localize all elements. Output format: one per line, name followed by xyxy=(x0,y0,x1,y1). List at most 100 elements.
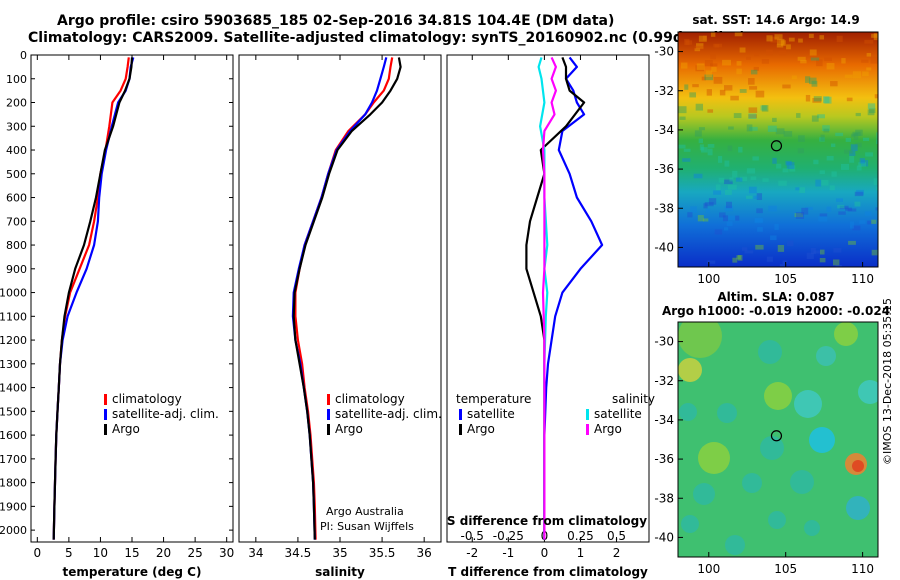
sst-texture-cell xyxy=(796,113,801,118)
depth-tick-label: 700 xyxy=(6,215,27,228)
sst-texture-cell xyxy=(838,211,846,215)
sla-map-ytick-label: -40 xyxy=(654,530,674,544)
depth-tick-label: 1500 xyxy=(0,405,27,418)
depth-tick-label: 1300 xyxy=(0,358,27,371)
sst-texture-cell xyxy=(871,33,878,38)
sst-texture-cell xyxy=(713,43,723,48)
sst-texture-cell xyxy=(744,250,754,254)
difference-legend-t-swatch xyxy=(459,424,462,435)
sst-texture-cell xyxy=(851,133,856,138)
salinity-legend-swatch xyxy=(327,394,330,405)
sst-texture-cell xyxy=(865,152,874,157)
temperature-frame xyxy=(30,54,234,543)
sst-texture-cell xyxy=(845,137,852,142)
depth-tick-label: 1000 xyxy=(0,287,27,300)
temperature-legend-label: satellite-adj. clim. xyxy=(112,407,219,421)
sst-texture-cell xyxy=(798,38,803,43)
sst-texture-cell xyxy=(729,177,734,182)
salinity-legend-label: satellite-adj. clim. xyxy=(335,407,442,421)
sla-eddies xyxy=(678,322,878,555)
depth-axis: 0 100 200 300 400 500 600 700 800 900 1000 1100 1200… xyxy=(0,49,649,537)
sst-texture-cell xyxy=(756,193,763,201)
sst-texture-cell xyxy=(820,249,825,255)
temperature-axis-tick-label: 25 xyxy=(187,546,202,560)
sst-texture-cell xyxy=(831,171,837,177)
sst-texture-cell xyxy=(852,131,861,137)
sst-texture-cell xyxy=(723,179,733,185)
sst-texture-cell xyxy=(852,71,862,79)
sst-texture-cell xyxy=(694,45,704,50)
sla-map-frame xyxy=(677,321,879,558)
sla-eddy xyxy=(717,403,737,423)
sst-texture-cell xyxy=(859,220,866,224)
sst-texture-cell xyxy=(818,216,828,222)
sst-texture-cell xyxy=(732,170,738,178)
sst-texture-cell xyxy=(829,185,835,191)
sst-texture-cell xyxy=(810,247,816,255)
sst-texture-cell xyxy=(722,59,731,66)
sst-texture-cell xyxy=(708,198,717,205)
sst-texture-cell xyxy=(813,159,819,165)
difference-legend-t-label: Argo xyxy=(467,422,495,436)
sst-texture-cell xyxy=(705,70,712,78)
sst-texture-cell xyxy=(779,50,787,56)
salinity-axis-tick-label: 34 xyxy=(248,546,263,560)
sla-eddy xyxy=(852,460,864,472)
sst-texture-cell xyxy=(707,148,713,156)
sst-texture-cell xyxy=(854,201,861,207)
sst-texture-cell xyxy=(811,80,818,87)
sst-texture-cell xyxy=(836,198,843,202)
temperature-axis-tick-label: 10 xyxy=(93,546,108,560)
temperature-panel: 0100200300400500600700800900100011001200… xyxy=(0,49,649,579)
sst-texture-cell xyxy=(782,168,789,173)
sst-texture-cell xyxy=(701,147,708,153)
sst-texture-cell xyxy=(867,220,872,225)
sst-texture-cell xyxy=(748,107,758,113)
sst-texture-cell xyxy=(867,103,876,110)
sst-texture-cell xyxy=(680,62,688,69)
sla-eddy xyxy=(760,436,784,460)
sst-texture-cell xyxy=(698,127,705,131)
sst-texture-cell xyxy=(806,252,814,260)
sst-texture-cell xyxy=(876,186,878,191)
sst-texture-cell xyxy=(746,195,755,199)
sst-map-title: sat. SST: 14.6 Argo: 14.9 xyxy=(692,13,859,27)
sst-texture-cell xyxy=(754,217,763,224)
salinity-xlabel: salinity xyxy=(315,565,365,579)
salinity-Argo-line xyxy=(292,57,402,540)
sst-texture-cell xyxy=(852,225,861,231)
sst-texture-cell xyxy=(776,44,784,48)
sst-texture-cell xyxy=(746,124,753,132)
sla-map-ytick-label: -30 xyxy=(654,335,674,349)
sst-texture-cell xyxy=(801,207,809,215)
sst-texture-cell xyxy=(737,254,743,261)
sst-texture-cell xyxy=(715,184,721,191)
sst-texture-cell xyxy=(859,158,865,164)
sst-texture-cell xyxy=(761,105,769,112)
temperature-axis-tick-label: 0 xyxy=(33,546,41,560)
sla-eddy xyxy=(794,390,822,418)
sst-texture-cell xyxy=(713,76,723,84)
depth-tick-label: 800 xyxy=(6,239,27,252)
sst-texture-cell xyxy=(845,207,853,211)
sst-texture-cell xyxy=(849,156,855,163)
sst-texture-cell xyxy=(819,35,825,40)
sst-texture-cell xyxy=(736,68,742,75)
sst-texture-cell xyxy=(798,135,805,142)
sla-eddy xyxy=(725,535,745,555)
salinity-legend-label: climatology xyxy=(335,392,405,406)
sst-texture-cell xyxy=(756,208,763,214)
temperature-xlabel: temperature (deg C) xyxy=(63,565,202,579)
sla-eddy xyxy=(804,520,820,536)
sst-texture-cell xyxy=(786,162,795,169)
sst-texture-cell xyxy=(799,187,806,194)
sst-texture-cell xyxy=(840,163,850,170)
sst-texture-cell xyxy=(850,144,858,152)
sst-texture-cell xyxy=(745,56,751,60)
depth-tick-label: 1400 xyxy=(0,382,27,395)
sla-map-title: Altim. SLA: 0.087 xyxy=(717,290,834,304)
sst-texture-cell xyxy=(820,179,829,186)
sst-texture-cell xyxy=(710,32,716,37)
sst-texture-cell xyxy=(836,35,843,42)
sst-texture-cell xyxy=(808,33,814,38)
